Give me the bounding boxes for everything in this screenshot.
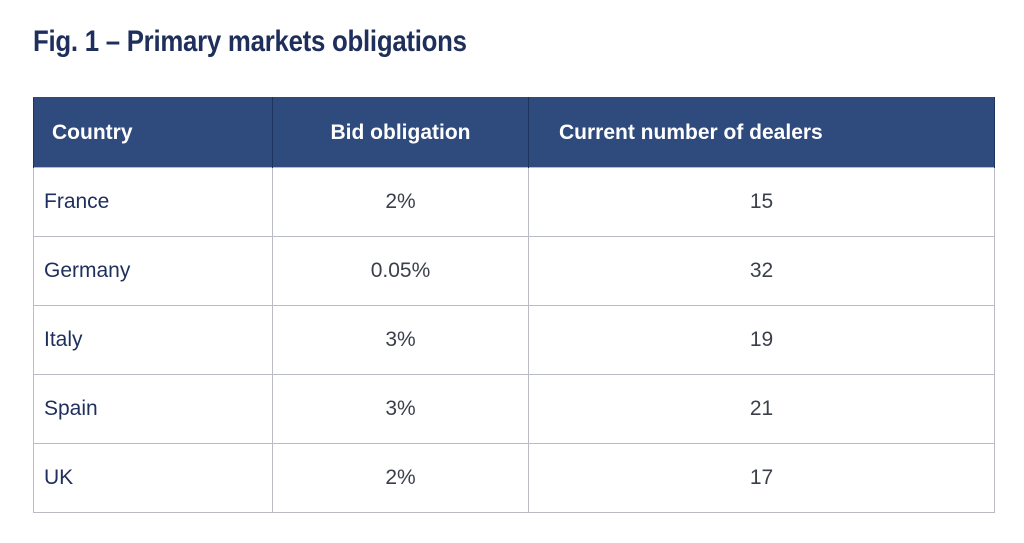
table-row: France 2% 15 [33,167,995,237]
table-row: Germany 0.05% 32 [33,236,995,306]
cell-country: Germany [33,236,273,306]
table-row: Italy 3% 19 [33,305,995,375]
table-header: Country Bid obligation Current number of… [33,97,995,168]
cell-bid-obligation: 3% [272,305,529,375]
cell-dealers: 17 [528,443,995,513]
cell-country: Italy [33,305,273,375]
table-row: Spain 3% 21 [33,374,995,444]
figure-title: Fig. 1 – Primary markets obligations [33,25,467,58]
cell-bid-obligation: 2% [272,167,529,237]
cell-bid-obligation: 2% [272,443,529,513]
column-header-bid-obligation: Bid obligation [272,97,529,168]
table-body: France 2% 15 Germany 0.05% 32 Italy 3% 1… [33,167,995,513]
column-header-country: Country [33,97,273,168]
cell-country: Spain [33,374,273,444]
cell-bid-obligation: 3% [272,374,529,444]
cell-dealers: 32 [528,236,995,306]
cell-bid-obligation: 0.05% [272,236,529,306]
cell-dealers: 19 [528,305,995,375]
cell-dealers: 21 [528,374,995,444]
cell-country: UK [33,443,273,513]
column-header-dealers: Current number of dealers [528,97,995,168]
header-row: Country Bid obligation Current number of… [33,97,995,168]
table-row: UK 2% 17 [33,443,995,513]
cell-country: France [33,167,273,237]
primary-markets-table: Country Bid obligation Current number of… [33,97,995,513]
cell-dealers: 15 [528,167,995,237]
